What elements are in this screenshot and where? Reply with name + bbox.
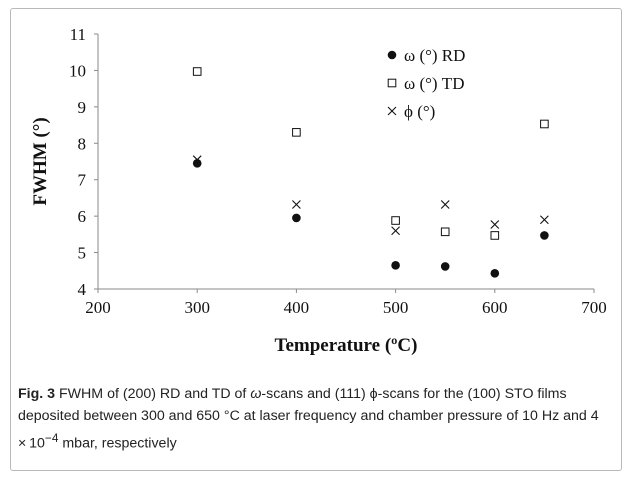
rd-point <box>440 262 450 271</box>
data-marks <box>192 67 549 278</box>
cross-stroke <box>292 200 301 209</box>
caption-text-2: -scans and (111) ϕ-scans for the (100) S… <box>18 386 602 452</box>
cross-stroke <box>440 200 450 209</box>
td-point <box>540 119 549 129</box>
td-point <box>440 227 450 237</box>
td-point <box>292 128 301 137</box>
y-tick-label: 9 <box>78 98 87 117</box>
caption-text-1: FWHM of (200) RD and TD of <box>55 386 251 402</box>
series-2 <box>192 67 549 240</box>
figure-caption: Fig. 3 FWHM of (200) RD and TD of ω-scan… <box>18 383 608 455</box>
legend-label: ϕ (°) <box>404 102 435 121</box>
cross-stroke <box>391 226 400 236</box>
y-tick-label: 8 <box>78 134 87 153</box>
phi-point <box>490 220 500 229</box>
y-tick-label: 7 <box>78 171 87 190</box>
cross-stroke <box>192 155 202 165</box>
phi-point <box>540 215 549 225</box>
y-axis-title: FWHM (°) <box>30 117 51 205</box>
x-tick-label: 200 <box>85 298 111 317</box>
td-point <box>192 67 202 76</box>
y-tick-label: 4 <box>78 280 87 299</box>
legend-marker <box>387 106 397 116</box>
x-axis-ticks: 200 300 400 500 600 700 <box>85 289 607 317</box>
cross-stroke <box>387 106 397 116</box>
cross-stroke <box>540 215 549 225</box>
phi-point <box>391 226 400 236</box>
y-tick-label: 5 <box>78 244 87 263</box>
x-tick-label: 400 <box>284 298 310 317</box>
legend: ω (°) RD ω (°) TD ϕ (°) <box>387 46 465 121</box>
legend-marker <box>387 50 397 60</box>
figure-label: Fig. 3 <box>18 386 56 402</box>
y-tick-label: 10 <box>69 61 86 80</box>
x-tick-label: 500 <box>383 298 409 317</box>
legend-marker <box>387 78 397 88</box>
rd-point <box>540 231 549 240</box>
y-tick-label: 6 <box>78 207 87 226</box>
legend-label: ω (°) RD <box>404 46 465 65</box>
legend-label: ω (°) TD <box>404 74 464 93</box>
td-point <box>391 216 400 225</box>
caption-text-3: mbar, respectively <box>58 435 177 452</box>
series-3 <box>192 155 549 236</box>
phi-point <box>292 200 301 209</box>
x-tick-label: 600 <box>482 298 508 317</box>
cross-stroke <box>490 220 500 229</box>
y-axis-ticks: 4 5 6 7 8 9 10 11 <box>69 25 98 299</box>
rd-point <box>490 269 500 278</box>
x-tick-label: 300 <box>184 298 210 317</box>
rd-point <box>391 261 400 270</box>
caption-exponent: −4 <box>44 431 59 445</box>
series-1 <box>192 159 549 278</box>
axes <box>97 34 594 290</box>
x-tick-label: 700 <box>581 298 607 317</box>
x-axis-title: Temperature (ºC) <box>275 335 418 356</box>
caption-omega: ω <box>250 386 262 402</box>
phi-point <box>440 200 450 209</box>
figure-frame <box>10 8 622 471</box>
phi-point <box>192 155 202 165</box>
td-point <box>490 231 500 240</box>
rd-point <box>292 213 301 223</box>
y-tick-label: 11 <box>70 25 86 44</box>
